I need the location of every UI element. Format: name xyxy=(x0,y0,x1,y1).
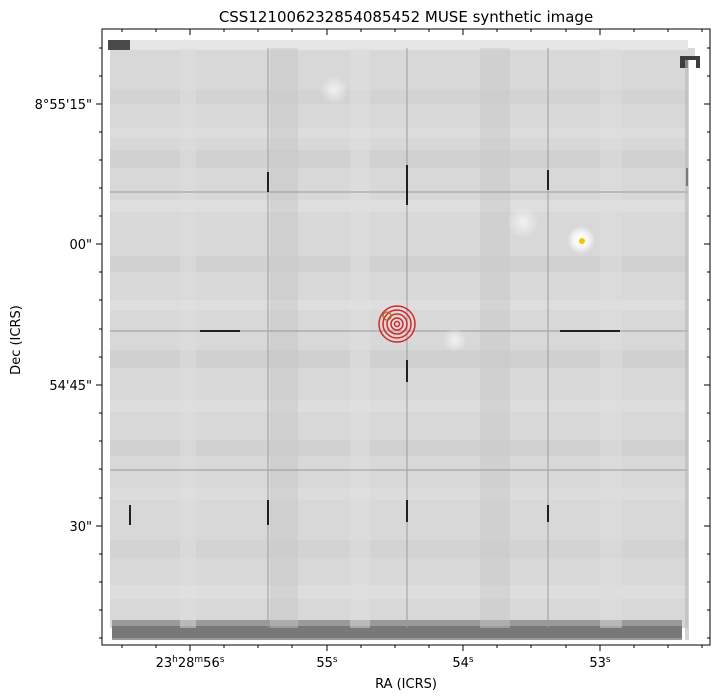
x-tick-label-3: 54s xyxy=(452,655,474,671)
plot-frame xyxy=(101,28,711,646)
y-tick-label-4: 30" xyxy=(69,520,92,535)
target-circle-4 xyxy=(390,317,404,331)
y-axis-label: Dec (ICRS) xyxy=(9,305,24,375)
plot-title: CSS121006232854085452 MUSE synthetic ima… xyxy=(219,8,593,26)
x-ticks xyxy=(121,29,703,651)
target-circle-3 xyxy=(386,313,408,335)
target-circle-5 xyxy=(393,320,401,328)
bright-source-core xyxy=(579,238,585,244)
faint-source-center xyxy=(443,328,467,352)
secondary-marker xyxy=(382,311,392,321)
seam-dark-marks xyxy=(129,165,688,525)
faint-source-mid xyxy=(507,206,539,238)
sky-image xyxy=(102,29,710,645)
y-tick-label-2: 00" xyxy=(69,238,92,253)
x-axis-label: RA (ICRS) xyxy=(375,677,437,692)
x-tick-label-4: 53s xyxy=(589,655,611,671)
horizontal-bands xyxy=(110,90,695,599)
target-marker xyxy=(378,305,416,343)
target-circle-2 xyxy=(382,309,412,339)
x-tick-label-2: 55s xyxy=(316,655,338,671)
y-tick-label-3: 54'45" xyxy=(49,379,92,394)
vertical-bands xyxy=(180,48,622,628)
y-tick-label-1: 8°55'15" xyxy=(35,98,92,113)
exposure-field xyxy=(110,48,695,628)
y-ticks xyxy=(96,47,710,639)
target-circle-1 xyxy=(378,305,416,343)
faint-source-top xyxy=(320,76,348,104)
x-tick-label-1: 23h28m56s xyxy=(156,655,225,671)
